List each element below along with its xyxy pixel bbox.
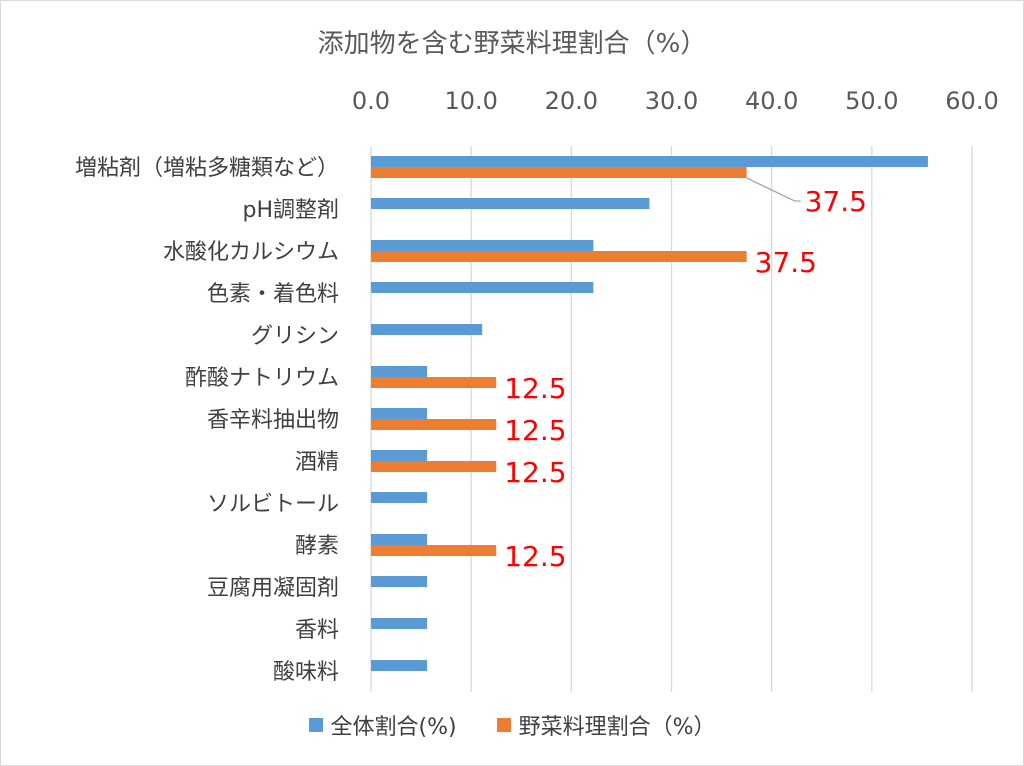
category-label: 色素・着色料	[207, 282, 339, 307]
category-label: 酸味料	[273, 660, 339, 685]
bar-total	[371, 282, 594, 293]
bar-vegetable	[371, 167, 747, 178]
tick-label: 10.0	[444, 87, 497, 115]
legend: 全体割合(%) 野菜料理割合（%）	[1, 709, 1023, 741]
category-label: 香料	[295, 618, 339, 643]
bar-total	[371, 366, 428, 377]
legend-item-total: 全体割合(%)	[308, 709, 457, 741]
category-label: 酒精	[295, 450, 339, 475]
data-label: 37.5	[755, 246, 817, 279]
data-label: 37.5	[805, 185, 867, 218]
tick-label: 60.0	[945, 87, 998, 115]
category-label: グリシン	[251, 324, 339, 349]
category-label: pH調整剤	[242, 198, 339, 223]
bar-total	[371, 534, 428, 545]
tick-label: 50.0	[845, 87, 898, 115]
bar-total	[371, 576, 428, 587]
bar-vegetable	[371, 461, 497, 472]
bar-total	[371, 198, 650, 209]
bar-total	[371, 660, 428, 671]
data-label: 12.5	[504, 456, 566, 489]
legend-label: 全体割合(%)	[330, 715, 457, 740]
chart-title: 添加物を含む野菜料理割合（%）	[317, 29, 707, 59]
data-label: 12.5	[504, 372, 566, 405]
bar-total	[371, 156, 928, 167]
category-label: 豆腐用凝固剤	[207, 576, 339, 601]
bar-total	[371, 618, 428, 629]
tick-label: 40.0	[745, 87, 798, 115]
category-label: 増粘剤（増粘多糖類など）	[75, 156, 339, 181]
bar-vegetable	[371, 251, 747, 262]
bar-total	[371, 408, 428, 419]
category-label: 酵素	[295, 534, 339, 559]
bar-total	[371, 324, 483, 335]
category-label: 水酸化カルシウム	[163, 240, 339, 265]
category-label: 香辛料抽出物	[207, 408, 339, 433]
leader-line	[746, 177, 801, 202]
bar-vegetable	[371, 377, 497, 388]
legend-swatch	[496, 718, 511, 732]
legend-item-vegetable: 野菜料理割合（%）	[496, 709, 716, 741]
bar-vegetable	[371, 545, 497, 556]
bar-total	[371, 240, 594, 251]
data-label: 12.5	[504, 540, 566, 573]
data-label: 12.5	[504, 414, 566, 447]
category-label: ソルビトール	[207, 492, 339, 517]
tick-label: 0.0	[352, 87, 390, 115]
bar-total	[371, 450, 428, 461]
legend-swatch	[308, 718, 323, 732]
bar-vegetable	[371, 419, 497, 430]
category-label: 酢酸ナトリウム	[185, 366, 339, 391]
tick-label: 30.0	[645, 87, 698, 115]
tick-label: 20.0	[545, 87, 598, 115]
legend-label: 野菜料理割合（%）	[518, 715, 716, 740]
bar-total	[371, 492, 428, 503]
